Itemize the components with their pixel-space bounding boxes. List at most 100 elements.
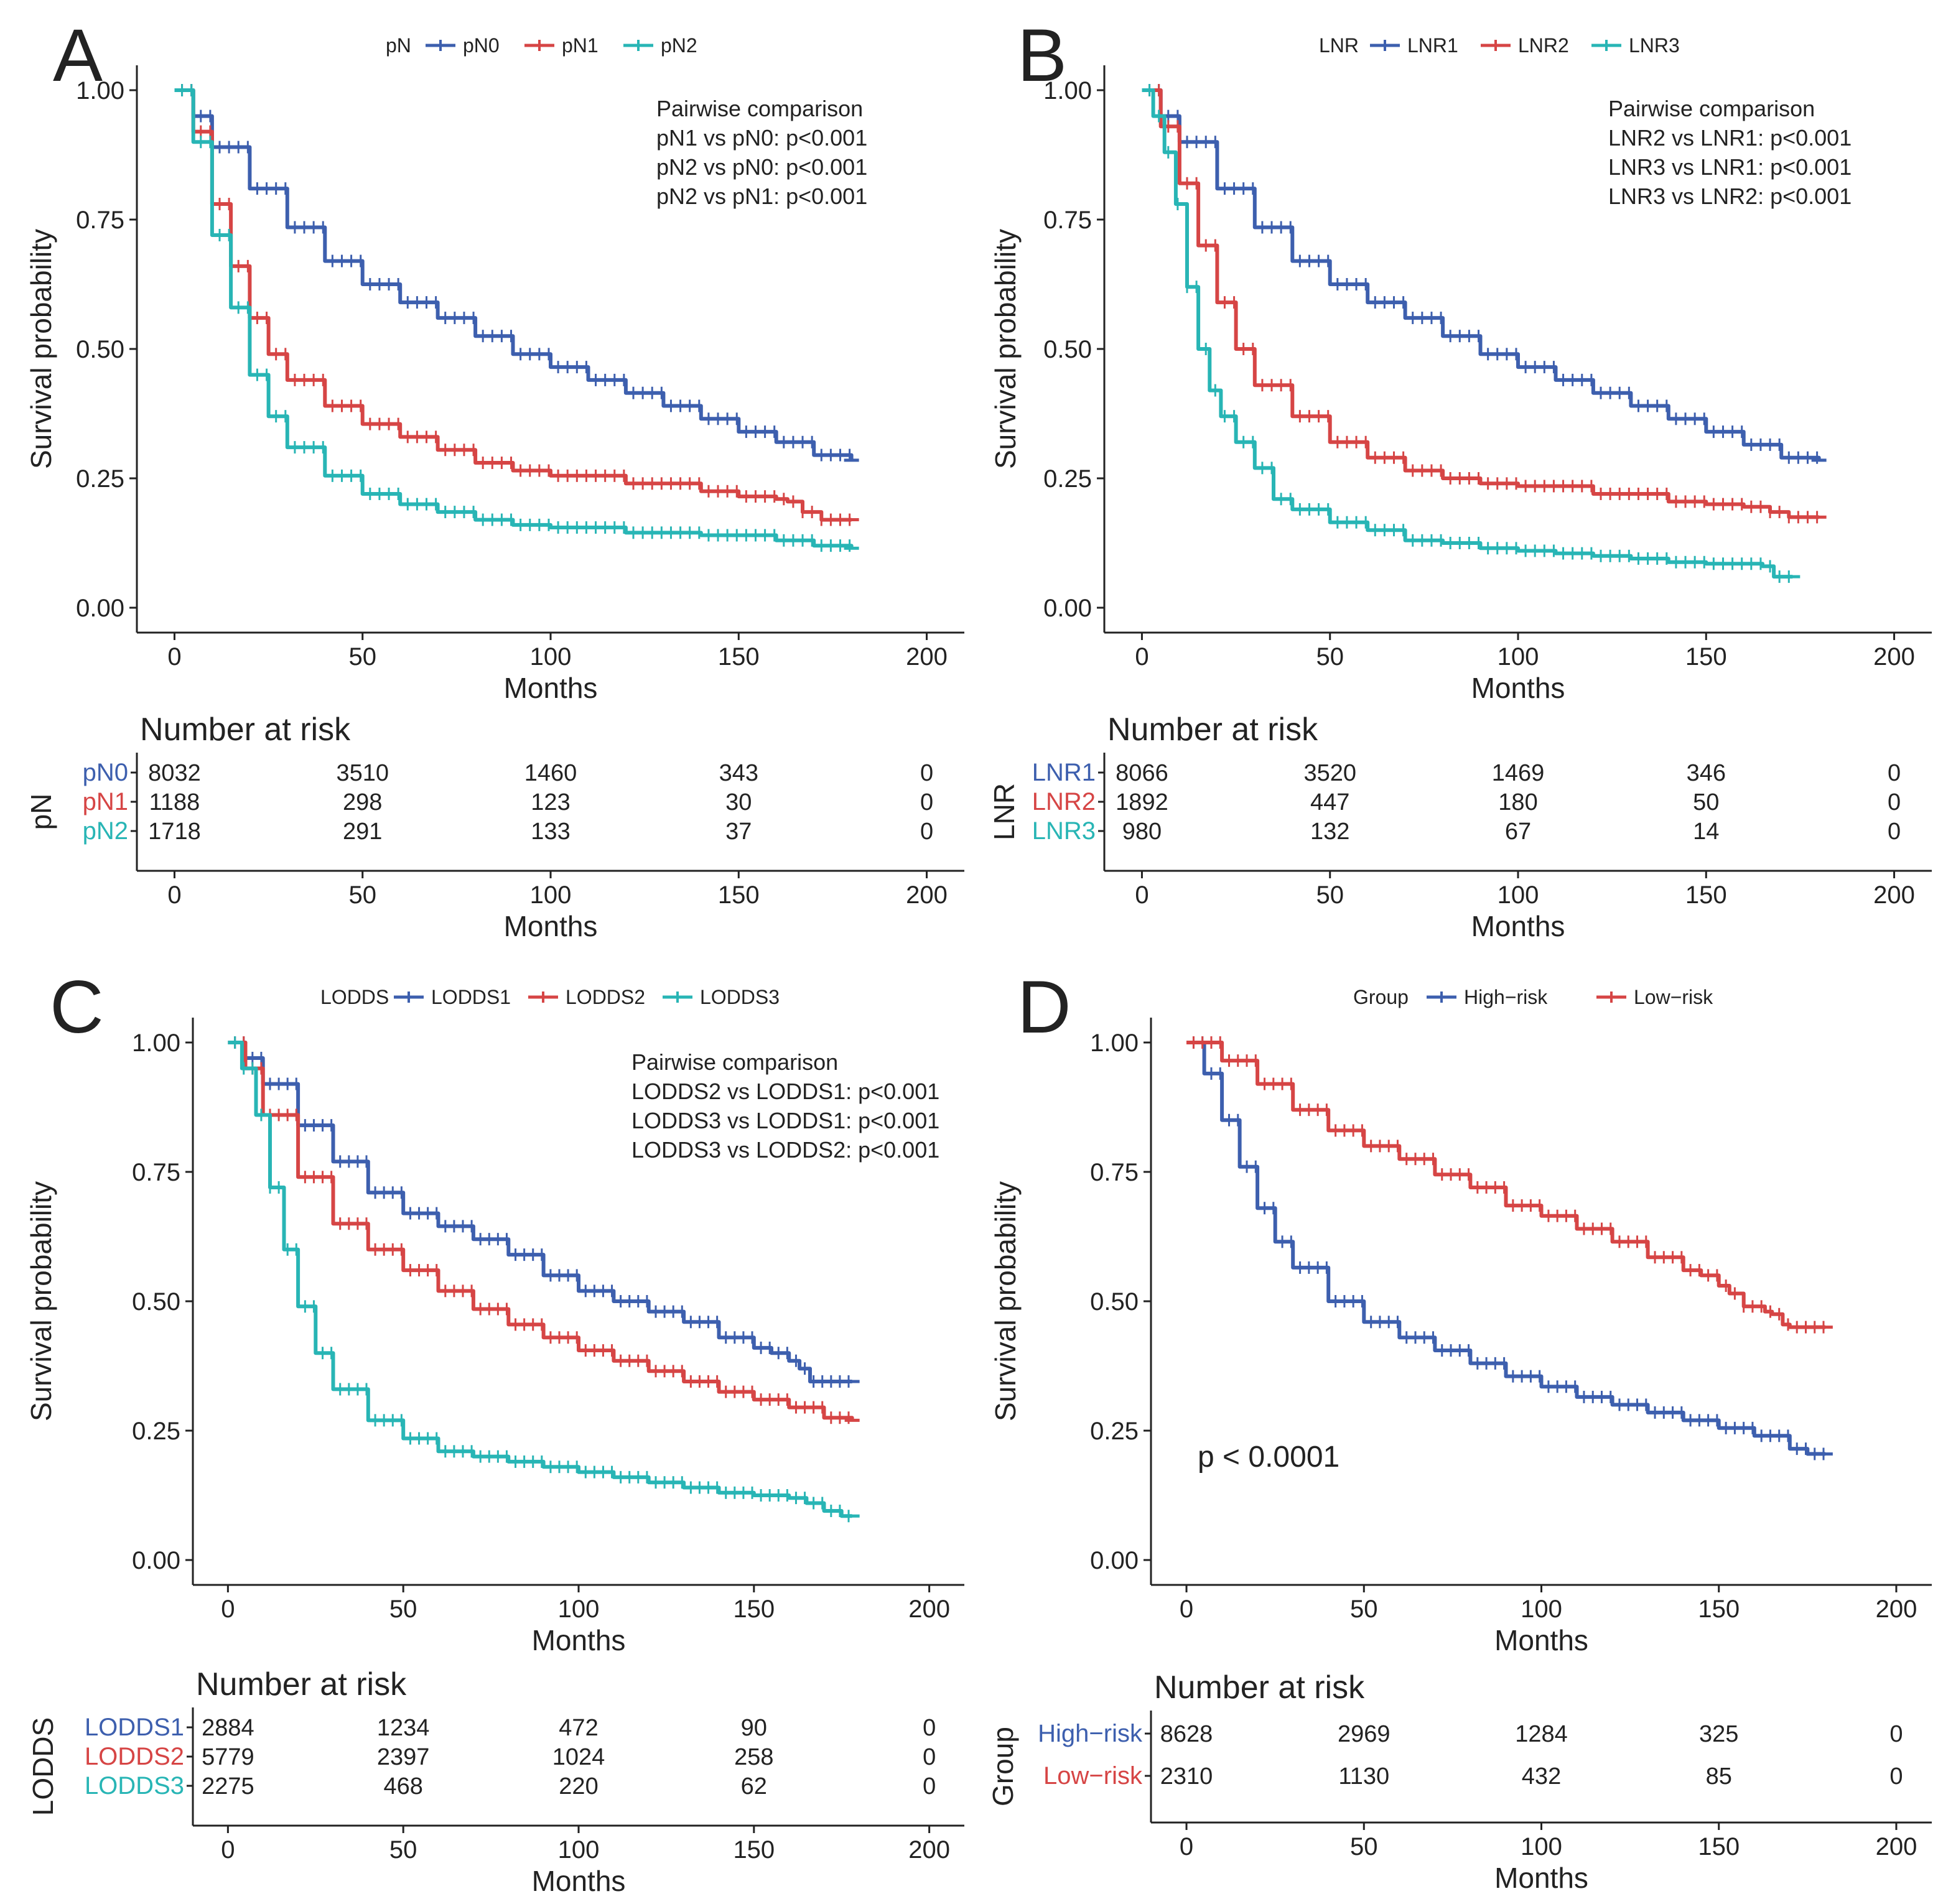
risk-value: 1718: [148, 819, 201, 845]
x-tick-label: 0: [221, 1595, 235, 1623]
x-tick-label: 150: [1685, 643, 1727, 671]
panel-letter: D: [1017, 965, 1071, 1049]
pairwise-annotation: Pairwise comparison LODDS2 vs LODDS1: p<0…: [631, 1049, 939, 1163]
risk-x-axis-title: Months: [532, 1865, 626, 1897]
risk-x-tick-label: 200: [1876, 1833, 1917, 1860]
x-tick-label: 200: [908, 1595, 950, 1623]
risk-x-tick-label: 0: [1135, 881, 1148, 909]
x-tick-label: 200: [1876, 1595, 1917, 1623]
x-axis-title: Months: [1494, 1624, 1588, 1656]
x-tick-label: 100: [1498, 643, 1539, 671]
risk-value: 298: [343, 789, 382, 815]
risk-x-axis-title: Months: [1494, 1862, 1588, 1894]
legend-label: LNR2: [1518, 34, 1569, 57]
pairwise-line: pN2 vs pN0: p<0.001: [656, 154, 867, 180]
risk-value: 346: [1687, 760, 1726, 786]
legend-item-3: LODDS3: [663, 986, 780, 1008]
risk-value: 0: [923, 1773, 936, 1800]
risk-x-tick-label: 200: [906, 881, 948, 909]
risk-x-tick-label: 100: [1498, 881, 1539, 909]
risk-row-1: High−risk 8628 2969 1284 325 0: [1038, 1720, 1903, 1747]
risk-x-tick-label: 150: [733, 1836, 775, 1864]
legend-item-2: Low−risk: [1596, 986, 1713, 1008]
pairwise-title: Pairwise comparison: [1608, 96, 1815, 121]
risk-row-3: LNR3 980 132 67 14 0: [1032, 817, 1901, 845]
risk-value: 2884: [202, 1715, 254, 1741]
risk-x-tick-label: 150: [1685, 881, 1727, 909]
risk-value: 90: [741, 1715, 767, 1741]
risk-x-tick-label: 50: [1350, 1833, 1378, 1860]
panel-letter: C: [50, 965, 104, 1049]
risk-x-tick-label: 50: [389, 1836, 417, 1864]
series-2: [1186, 1036, 1833, 1334]
risk-value: 468: [383, 1773, 422, 1800]
x-tick-label: 100: [558, 1595, 600, 1623]
risk-value: 325: [1699, 1721, 1738, 1747]
risk-value: 5779: [202, 1744, 254, 1770]
survival-curve: [1142, 88, 1793, 579]
risk-value: 85: [1706, 1763, 1732, 1790]
risk-value: 8066: [1116, 760, 1168, 786]
risk-value: 0: [1889, 1721, 1903, 1747]
risk-row-2: LODDS2 5779 2397 1024 258 0: [85, 1743, 936, 1770]
legend: LODDS LODDS1 LODDS2 LODDS3: [320, 986, 780, 1008]
y-tick-label: 0.25: [76, 465, 124, 493]
legend-item-1: LNR1: [1370, 34, 1458, 57]
y-tick-label: 1.00: [132, 1029, 180, 1057]
y-tick-label: 0.25: [1043, 465, 1092, 493]
risk-value: 3510: [336, 760, 389, 786]
risk-value: 0: [1888, 789, 1901, 815]
risk-value: 0: [1889, 1763, 1903, 1790]
pairwise-line: pN2 vs pN1: p<0.001: [656, 183, 867, 209]
risk-value: 123: [531, 789, 570, 815]
risk-value: 343: [719, 760, 758, 786]
plot-axes: 0.00 0.25 0.50 0.75 1.00 0 50 100 150 200 Months Su…: [989, 1018, 1932, 1656]
risk-x-tick-label: 150: [1698, 1833, 1740, 1860]
risk-x-tick-label: 150: [718, 881, 760, 909]
risk-value: 0: [920, 789, 933, 815]
risk-value: 2310: [1160, 1763, 1213, 1790]
pairwise-line: LNR2 vs LNR1: p<0.001: [1608, 125, 1852, 151]
risk-value: 0: [920, 760, 933, 786]
legend: pN pN0 pN1 pN2: [386, 34, 697, 57]
y-tick-label: 0.25: [132, 1418, 180, 1445]
risk-value: 0: [920, 819, 933, 845]
y-tick-label: 0.75: [1090, 1159, 1139, 1186]
risk-x-axis-title: Months: [1471, 910, 1565, 942]
y-tick-label: 0.50: [1043, 336, 1092, 363]
legend-item-1: LODDS1: [394, 986, 511, 1008]
y-tick-label: 0.00: [1090, 1547, 1139, 1574]
series-1: [1186, 1036, 1833, 1461]
risk-row-label: pN2: [83, 817, 128, 845]
survival-curve: [228, 1041, 852, 1383]
x-axis-title: Months: [504, 672, 598, 704]
risk-value: 3520: [1303, 760, 1356, 786]
risk-value: 1284: [1515, 1721, 1568, 1747]
survival-curve: [1186, 1041, 1825, 1329]
risk-row-3: pN2 1718 291 133 37 0: [83, 817, 934, 845]
legend-label: LODDS1: [431, 986, 511, 1008]
survival-curve: [174, 88, 854, 549]
risk-row-label: High−risk: [1038, 1720, 1143, 1747]
risk-value: 132: [1310, 819, 1349, 845]
x-tick-label: 50: [389, 1595, 417, 1623]
y-tick-label: 0.25: [1090, 1418, 1139, 1445]
y-tick-label: 0.50: [1090, 1288, 1139, 1316]
risk-row-label: LNR1: [1032, 759, 1096, 786]
risk-value: 258: [734, 1744, 773, 1770]
pairwise-annotation: Pairwise comparison LNR2 vs LNR1: p<0.001…: [1608, 96, 1852, 209]
y-tick-label: 1.00: [76, 77, 124, 104]
risk-value: 2275: [202, 1773, 254, 1800]
series-3: [174, 84, 859, 552]
series-1: [1142, 84, 1827, 464]
y-tick-label: 0.75: [132, 1159, 180, 1186]
x-axis-title: Months: [532, 1624, 626, 1656]
x-tick-label: 100: [1521, 1595, 1562, 1623]
risk-value: 0: [923, 1715, 936, 1741]
risk-row-2: pN1 1188 298 123 30 0: [83, 788, 934, 815]
y-tick-label: 0.00: [76, 595, 124, 622]
risk-table-title: Number at risk: [1154, 1669, 1365, 1706]
risk-value: 220: [559, 1773, 598, 1800]
risk-value: 2397: [377, 1744, 430, 1770]
risk-value: 14: [1693, 819, 1719, 845]
